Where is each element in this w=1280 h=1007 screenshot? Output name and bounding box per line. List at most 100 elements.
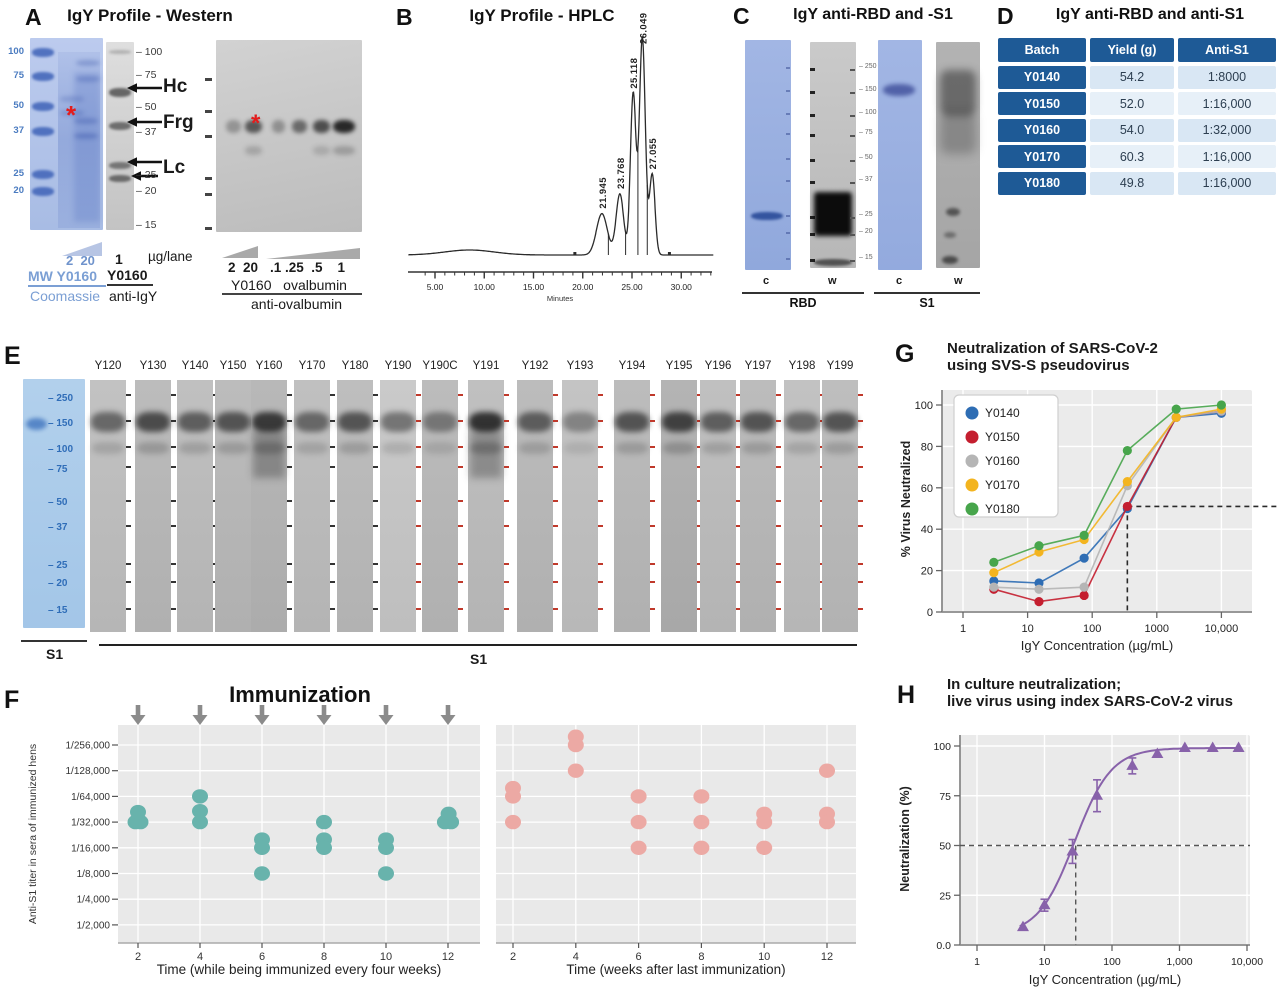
y-tick-label: 0 [927, 607, 933, 619]
legend-label: Y0160 [985, 454, 1020, 468]
ladder-dot [810, 114, 815, 117]
lane-mw-tick [736, 466, 741, 468]
panel-h-title-line1: In culture neutralization; [947, 676, 1122, 693]
legend-label: Y0140 [985, 406, 1020, 420]
group-label-s1: S1 [919, 296, 935, 310]
mw-marker-label: – 15 [48, 605, 68, 616]
lane-mw-tick [287, 525, 292, 527]
immunization-arrow-icon [259, 705, 265, 716]
mw-marker-label: – 37 [48, 522, 68, 533]
lane-mw-tick [736, 420, 741, 422]
data-dot [316, 814, 332, 830]
lane-faint-band [179, 442, 211, 454]
lane-mw-tick [287, 500, 292, 502]
gel-band [271, 120, 285, 133]
x-tick-label: 12 [821, 951, 833, 963]
gel-lane [135, 380, 171, 632]
legend-swatch [965, 502, 979, 516]
x-tick-label: 12 [442, 951, 454, 963]
gel-band [312, 120, 330, 133]
data-dot [630, 814, 647, 830]
panel-f-label: F [4, 686, 20, 714]
lane-mw-tick [373, 608, 378, 610]
lane-mw-tick [458, 563, 463, 565]
lane-label-c: c [896, 275, 903, 287]
lane-main-band [701, 412, 735, 432]
data-point [1079, 553, 1089, 563]
gel-lane [215, 380, 251, 632]
x-tick-label: 10 [758, 951, 770, 963]
blot-band [109, 88, 131, 97]
lane-main-band [423, 412, 457, 432]
band-arrows [127, 83, 162, 181]
ladder-tick [786, 180, 790, 182]
s1-band [883, 84, 915, 96]
lane-mw-tick [126, 446, 131, 448]
lane-mw-tick [697, 608, 702, 610]
legend-label: Y0170 [985, 478, 1020, 492]
lane-mw-tick [458, 525, 463, 527]
gel-band [76, 60, 100, 66]
lane-mw-tick [171, 525, 176, 527]
gel-lane [337, 380, 373, 632]
lane-mw-tick [697, 420, 702, 422]
lane-label: Y196 [704, 360, 732, 372]
immunization-arrow-icon [130, 715, 146, 725]
blot-band [109, 122, 131, 130]
data-dot [254, 840, 270, 855]
table-data-cell: 1:16,000 [1178, 171, 1276, 195]
lane-mw-tick [330, 525, 335, 527]
lane-mw-tick [287, 446, 292, 448]
mw-marker-label: – 50 [136, 101, 157, 113]
dose-ramp-icon [266, 248, 360, 259]
fragment-label: Frg [163, 112, 194, 133]
lane-main-band [563, 412, 597, 432]
lane-mw-tick [858, 608, 863, 610]
immunization-arrow-icon [321, 705, 327, 716]
gel-band [291, 120, 307, 133]
gel-lane [661, 380, 697, 632]
mw-marker-label: – 20 [859, 228, 873, 235]
table-batch-cell: Y0140 [998, 65, 1086, 89]
ladder-dot [810, 68, 815, 71]
underline [742, 292, 864, 294]
gel-band [60, 110, 84, 116]
lane-mw-tick [650, 581, 655, 583]
table-batch-cell: Y0150 [998, 92, 1086, 115]
table-data-cell: 54.0 [1090, 118, 1174, 142]
ladder-dot [810, 216, 815, 219]
mw-marker-label: 25 [13, 168, 24, 179]
gel-lane [614, 380, 650, 632]
data-dot [693, 789, 710, 804]
gel-lane [468, 380, 504, 632]
series-line [993, 408, 1222, 574]
dose-values: .1 .25 .5 1 [270, 260, 346, 275]
lane-mw-tick [598, 500, 603, 502]
lane-mw-tick [504, 446, 509, 448]
lane-mw-tick [858, 525, 863, 527]
rbd-band [751, 212, 783, 220]
x-tick-label: 6 [636, 951, 642, 963]
lane-mw-tick [736, 500, 741, 502]
panel-h-label: H [897, 681, 916, 709]
lane-mw-tick [858, 563, 863, 565]
s1-coomassie-lane [878, 40, 922, 270]
lane-mw-tick [776, 420, 781, 422]
pseudovirus-neutralization-chart: 1 10 100 1000 10,000 0 20 40 60 80 100 Y0140 Y0150 Y0… [915, 390, 1280, 635]
mw-marker-label: 75 [13, 70, 24, 81]
x-tick-label: 100 [1103, 956, 1121, 968]
arrow-head-icon [127, 117, 137, 127]
gel-lane [700, 380, 736, 632]
x-tick-label: 4 [197, 951, 203, 963]
mw-marker-label: – 37 [859, 176, 873, 183]
data-point [1122, 476, 1132, 487]
panel-c-title: IgY anti-RBD and -S1 [793, 6, 953, 23]
lane-mw-tick [416, 608, 421, 610]
x-tick-label: 1 [960, 623, 966, 635]
arrow-head-icon [127, 83, 137, 93]
lane-mw-tick [776, 394, 781, 396]
mw-marker-label: 20 [13, 185, 24, 196]
data-dot [505, 814, 521, 830]
western-spot [946, 208, 960, 216]
ladder-tick [850, 182, 855, 184]
